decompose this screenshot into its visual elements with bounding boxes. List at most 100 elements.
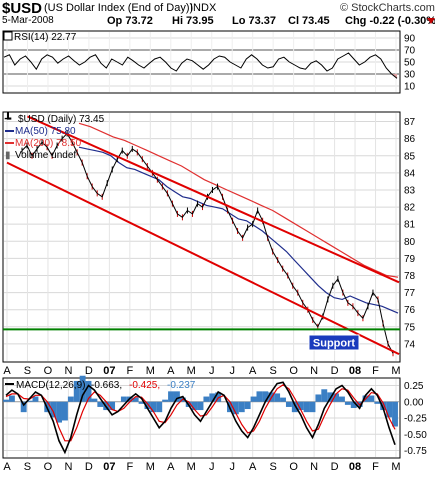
symbol-description: (US Dollar Index (End of Day)) xyxy=(44,2,194,14)
price-tick-label: 77 xyxy=(404,288,416,299)
macd-histogram-bar xyxy=(191,401,198,411)
macd-histogram-bar xyxy=(280,397,286,402)
rsi-tick-label: 10 xyxy=(404,82,416,93)
macd-histogram-bar xyxy=(50,401,57,418)
macd-signal-value: -0.425, xyxy=(129,380,160,391)
macd-histogram-bar xyxy=(344,401,351,405)
high-value: Hi 73.95 xyxy=(172,15,214,27)
macd-histogram-bar xyxy=(203,396,210,402)
macd-histogram-bar xyxy=(368,395,375,402)
x-axis-label: A xyxy=(249,461,257,473)
macd-histogram-bar xyxy=(173,391,180,402)
macd-legend-prefix: MACD(12,26,9) xyxy=(16,380,85,391)
macd-histogram-bar xyxy=(8,395,15,402)
price-tick-label: 84 xyxy=(404,168,416,179)
macd-tick-labels: 0.25 0.00 -0.25 -0.50 -0.75 xyxy=(404,381,427,457)
price-tick-label: 78 xyxy=(404,271,416,282)
macd-histogram-bar xyxy=(262,391,269,402)
ma200-legend-label: MA(200) 78.50 xyxy=(15,138,82,149)
macd-tick-label: -0.25 xyxy=(404,414,427,425)
rsi-legend-icon xyxy=(3,31,13,41)
macd-histogram-bar xyxy=(333,393,340,402)
macd-histogram-bar xyxy=(109,401,116,411)
rsi-legend-label: RSI(14) 22.77 xyxy=(14,32,77,43)
macd-histogram-bar xyxy=(386,401,393,418)
macd-histogram-bar xyxy=(156,401,163,413)
open-value: Op 73.72 xyxy=(107,15,153,27)
macd-histogram-bar xyxy=(232,401,239,415)
x-axis-label: M xyxy=(146,461,155,473)
macd-histogram-bar xyxy=(120,396,127,402)
x-axis-label: M xyxy=(187,461,196,473)
macd-histogram-bar xyxy=(138,401,145,404)
macd-histogram-bar xyxy=(150,401,157,413)
x-axis-label: S xyxy=(269,365,276,377)
rsi-tick-label: 70 xyxy=(404,46,416,57)
symbol-title: $USD xyxy=(2,0,43,17)
rsi-tick-label: 90 xyxy=(404,34,416,45)
x-axis-label: F xyxy=(372,365,379,377)
x-axis-label: J xyxy=(229,365,235,377)
macd-histogram-bar xyxy=(244,401,251,410)
exchange-label: INDX xyxy=(190,2,217,14)
x-axis-labels-price: A S O N D 07 F M A M J J A S O N D 08 F M xyxy=(3,365,400,377)
macd-histogram-bar xyxy=(97,401,104,407)
x-axis-label: J xyxy=(209,461,215,473)
x-axis-label: 07 xyxy=(103,461,115,473)
x-axis-label: O xyxy=(44,365,53,377)
x-axis-label: S xyxy=(269,461,276,473)
x-axis-label: A xyxy=(3,365,11,377)
x-axis-label: N xyxy=(64,365,72,377)
macd-histogram-bar xyxy=(3,399,9,402)
macd-signal-line xyxy=(5,384,396,442)
price-gridlines xyxy=(4,113,399,361)
support-label-box xyxy=(308,334,360,351)
macd-histogram-bar xyxy=(303,401,310,413)
x-axis-label: O xyxy=(289,461,298,473)
channel-trendline xyxy=(27,115,400,284)
rsi-tick-label: 50 xyxy=(404,58,416,69)
macd-tick-label: 0.00 xyxy=(404,397,424,408)
macd-histogram-bar xyxy=(392,401,398,427)
macd-histogram-bar xyxy=(309,401,316,413)
copyright-label[interactable]: © StockCharts.com xyxy=(340,2,435,14)
ma50-legend-label: MA(50) 75.80 xyxy=(15,126,76,137)
ma50-line xyxy=(78,146,399,314)
macd-histogram-bar xyxy=(209,393,216,402)
price-tick-label: 85 xyxy=(404,151,416,162)
macd-histogram-bar xyxy=(67,396,74,402)
price-legend-icon: ┺ xyxy=(4,112,12,125)
macd-histogram-bar xyxy=(162,399,169,402)
trend-annotations xyxy=(3,115,400,356)
x-axis-label: D xyxy=(85,461,93,473)
volume-legend-label: Volume undef xyxy=(15,150,76,161)
price-tick-labels: 74 75 76 77 78 79 80 81 82 83 84 85 86 87 xyxy=(404,117,416,350)
x-axis-label: A xyxy=(249,365,257,377)
rsi-panel-frame xyxy=(2,30,401,94)
macd-histogram-bar xyxy=(291,401,298,413)
macd-series xyxy=(5,381,396,455)
x-axis-label: A xyxy=(167,365,175,377)
down-arrow-icon xyxy=(427,18,435,24)
macd-histogram-bar xyxy=(297,401,304,411)
macd-histogram-bar xyxy=(61,401,68,421)
macd-legend-value: -0.663, xyxy=(91,380,122,391)
rsi-series xyxy=(3,52,398,79)
macd-histogram-bar xyxy=(56,401,62,423)
support-label: Support xyxy=(313,338,355,350)
x-axis-label: N xyxy=(310,461,318,473)
price-tick-label: 87 xyxy=(404,117,416,128)
macd-tick-label: -0.50 xyxy=(404,430,427,441)
macd-histogram-bar xyxy=(315,394,322,402)
x-axis-label: F xyxy=(372,461,379,473)
x-axis-label: N xyxy=(310,365,318,377)
price-tick-label: 86 xyxy=(404,134,416,145)
x-axis-label: 08 xyxy=(349,365,361,377)
x-axis-label: F xyxy=(126,365,133,377)
ma200-line xyxy=(78,122,399,278)
price-tick-label: 80 xyxy=(404,237,416,248)
x-axis-label: A xyxy=(3,461,11,473)
macd-tick-label: -0.75 xyxy=(404,446,427,457)
x-axis-label: J xyxy=(209,365,215,377)
